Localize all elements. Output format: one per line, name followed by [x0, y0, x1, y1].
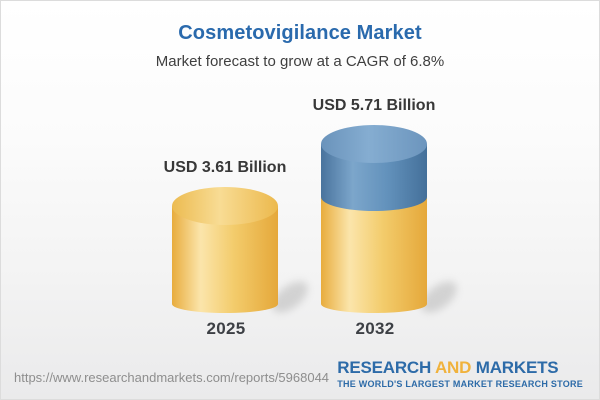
logo-word-markets: MARKETS [475, 358, 559, 377]
chart-title: Cosmetovigilance Market [178, 22, 422, 44]
bar-2032-shadow [421, 281, 457, 313]
bar-2032-base-segment [321, 197, 427, 313]
source-url: https://www.researchandmarkets.com/repor… [14, 370, 330, 385]
bar-2032-top-face [321, 125, 427, 163]
category-label-2025: 2025 [206, 319, 246, 338]
bar-2025-cylinder [172, 187, 278, 313]
logo-wordmark: RESEARCH AND MARKETS [337, 358, 583, 378]
chart-subtitle: Market forecast to grow at a CAGR of 6.8… [155, 53, 445, 70]
bar-2032-cylinder [321, 125, 427, 313]
value-label-2032: USD 5.71 Billion [312, 97, 436, 114]
researchandmarkets-logo: RESEARCH AND MARKETS THE WORLD'S LARGEST… [337, 358, 583, 389]
logo-tagline: THE WORLD'S LARGEST MARKET RESEARCH STOR… [337, 378, 583, 389]
logo-word-and: AND [434, 358, 472, 377]
category-label-2032: 2032 [355, 319, 395, 338]
logo-word-research: RESEARCH [337, 358, 432, 377]
bar-2025-body [172, 206, 278, 313]
bar-2032-growth-segment [321, 144, 427, 211]
bar-2025-shadow [272, 281, 308, 313]
value-label-2025: USD 3.61 Billion [163, 159, 287, 176]
bar-2025-top-face [172, 187, 278, 225]
